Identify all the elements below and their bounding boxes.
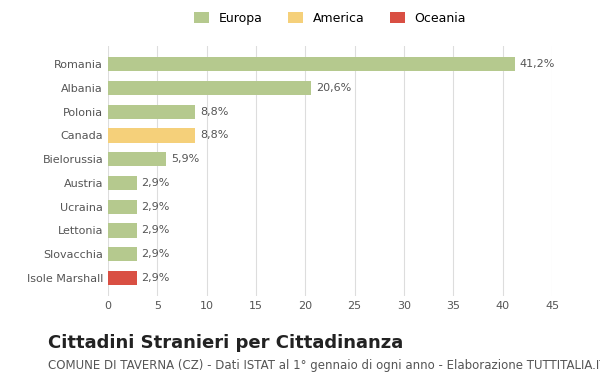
Bar [108, 152, 166, 166]
Bar [108, 200, 137, 214]
Bar [108, 271, 137, 285]
Text: 2,9%: 2,9% [142, 202, 170, 212]
Text: 8,8%: 8,8% [200, 130, 228, 140]
Text: 20,6%: 20,6% [316, 83, 352, 93]
Text: 41,2%: 41,2% [520, 59, 555, 69]
Text: COMUNE DI TAVERNA (CZ) - Dati ISTAT al 1° gennaio di ogni anno - Elaborazione TU: COMUNE DI TAVERNA (CZ) - Dati ISTAT al 1… [48, 359, 600, 372]
Text: 2,9%: 2,9% [142, 249, 170, 259]
Bar [108, 105, 195, 119]
Bar [108, 128, 195, 142]
Text: 2,9%: 2,9% [142, 178, 170, 188]
Bar [108, 81, 311, 95]
Bar [108, 57, 515, 71]
Bar [108, 247, 137, 261]
Legend: Europa, America, Oceania: Europa, America, Oceania [189, 7, 471, 30]
Text: Cittadini Stranieri per Cittadinanza: Cittadini Stranieri per Cittadinanza [48, 334, 403, 352]
Text: 2,9%: 2,9% [142, 225, 170, 235]
Bar [108, 223, 137, 238]
Text: 2,9%: 2,9% [142, 273, 170, 283]
Text: 5,9%: 5,9% [171, 154, 199, 164]
Text: 8,8%: 8,8% [200, 107, 228, 117]
Bar [108, 176, 137, 190]
